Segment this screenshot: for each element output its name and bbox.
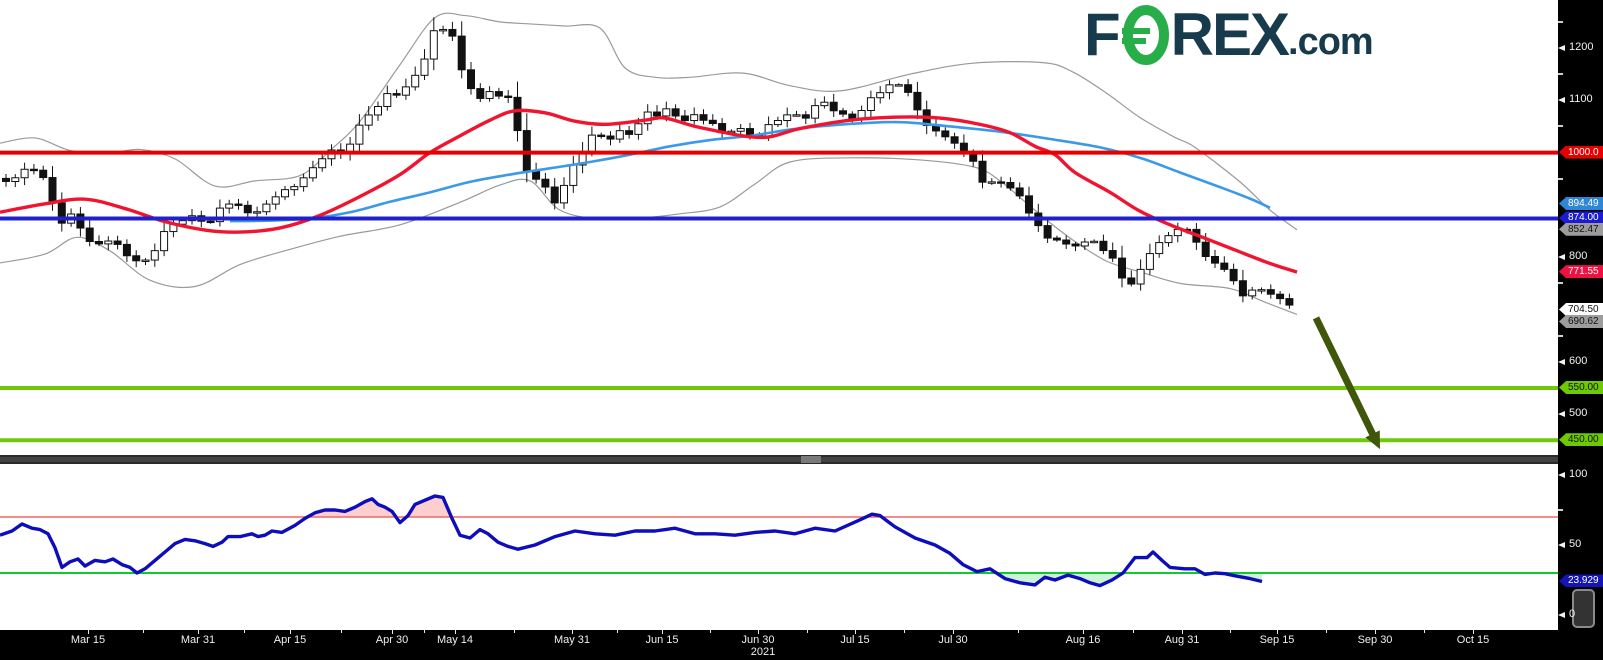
candles	[2, 17, 1294, 309]
forex-com-logo: F REX .com	[1084, 1, 1374, 68]
time-label-aug-16: Aug 16	[1065, 634, 1101, 646]
rsi-label-100-tick	[1558, 472, 1565, 478]
time-tick	[662, 630, 663, 634]
price-badge-874.00: 874.00	[1559, 211, 1603, 225]
year-label: 2021	[750, 646, 776, 658]
price-label-1200-tick	[1558, 45, 1565, 51]
time-minor-tick	[143, 630, 144, 633]
logo-dotcom: .com	[1288, 21, 1374, 63]
price-label-1300: 1300	[1569, 0, 1593, 1]
price-badge-690.62: 690.62	[1559, 315, 1603, 328]
time-label-mar-15: Mar 15	[70, 634, 106, 646]
rsi-label-100: 100	[1569, 468, 1588, 480]
price-label-600-tick	[1558, 358, 1565, 365]
minor-tick	[1558, 334, 1563, 337]
time-minor-tick	[617, 630, 618, 633]
rsi-overbought-fill	[0, 496, 1262, 517]
price-label-600: 600	[1569, 354, 1588, 367]
candlestick-chart-canvas[interactable]	[0, 0, 1558, 660]
down-trend-arrowhead	[1365, 430, 1380, 450]
price-label-1200: 1200	[1569, 41, 1594, 53]
rsi-line	[0, 494, 1263, 588]
time-tick	[1182, 630, 1183, 634]
minor-tick	[1558, 20, 1563, 23]
time-label-jul-30: Jul 30	[938, 634, 968, 646]
time-tick	[953, 630, 954, 634]
price-label-1100-tick	[1558, 97, 1565, 104]
price-badge-894.49: 894.49	[1559, 197, 1603, 210]
minor-tick	[1558, 177, 1563, 180]
rsi-label-0-tick	[1558, 612, 1565, 618]
time-minor-tick	[806, 630, 808, 633]
time-label-jul-15: Jul 15	[840, 634, 870, 646]
time-label-aug-31: Aug 31	[1164, 634, 1200, 646]
time-tick	[88, 630, 89, 634]
time-minor-tick	[423, 630, 425, 633]
price-label-800-tick	[1558, 254, 1565, 261]
rsi-label-50: 50	[1569, 538, 1582, 550]
bollinger-upper-band	[0, 12, 1298, 231]
time-label-sep-15: Sep 15	[1259, 634, 1295, 646]
red-moving-average	[0, 108, 1298, 274]
time-tick	[1375, 630, 1376, 634]
minor-tick	[1558, 73, 1563, 76]
price-label-500-tick	[1558, 411, 1565, 418]
time-label-oct-15: Oct 15	[1456, 634, 1490, 646]
minor-tick	[1558, 282, 1563, 285]
time-tick	[455, 630, 456, 634]
time-axis[interactable]: Mar 15 Mar 31 Apr 15 Apr 30 May 14 May 31 Jun …	[0, 630, 1603, 660]
price-label-1100: 1100	[1569, 93, 1593, 106]
time-minor-tick	[710, 630, 711, 633]
time-tick	[758, 630, 759, 634]
time-tick	[572, 630, 573, 634]
minor-tick	[1558, 125, 1563, 128]
axis-resize-handle[interactable]	[1572, 589, 1595, 628]
time-label-apr-15: Apr 15	[273, 634, 307, 646]
time-tick	[1083, 630, 1084, 634]
time-minor-tick	[1424, 630, 1425, 633]
price-badge-852.47: 852.47	[1559, 222, 1603, 236]
time-minor-tick	[513, 630, 515, 633]
time-tick	[1277, 630, 1278, 634]
time-minor-tick	[1326, 630, 1327, 633]
time-tick	[392, 630, 393, 634]
price-axis[interactable]: 1300120011008006005001005001000.0894.498…	[1558, 0, 1603, 660]
minor-tick	[1558, 509, 1563, 511]
time-label-jun-15: Jun 15	[645, 634, 679, 646]
time-tick	[198, 630, 199, 634]
rsi-label-50-tick	[1558, 542, 1565, 548]
time-label-sep-30: Sep 30	[1357, 634, 1393, 646]
time-minor-tick	[1132, 630, 1134, 633]
time-label-mar-31: Mar 31	[180, 634, 216, 646]
time-tick	[290, 630, 291, 634]
euro-o-icon	[1121, 5, 1169, 65]
divider-grip[interactable]	[801, 456, 821, 463]
price-label-500: 500	[1569, 407, 1588, 420]
logo-letter-f: F	[1084, 1, 1121, 68]
price-badge-23.929: 23.929	[1559, 574, 1603, 588]
price-label-800: 800	[1569, 250, 1588, 263]
time-minor-tick	[341, 630, 342, 633]
price-badge-550.00: 550.00	[1559, 380, 1603, 394]
price-badge-450.00: 450.00	[1559, 433, 1603, 447]
time-label-may-31: May 31	[553, 634, 591, 646]
time-minor-tick	[1229, 630, 1231, 633]
time-label-apr-30: Apr 30	[375, 634, 409, 646]
down-trend-arrow[interactable]	[1312, 316, 1378, 440]
price-badge-771.55: 771.55	[1559, 265, 1603, 279]
time-minor-tick	[1018, 630, 1019, 633]
time-label-may-14: May 14	[436, 634, 474, 646]
bollinger-lower-band	[0, 157, 1298, 315]
time-minor-tick	[244, 630, 245, 633]
price-badge-704.50: 704.50	[1559, 303, 1603, 316]
rsi-label-0: 0	[1569, 608, 1576, 620]
time-minor-tick	[904, 630, 905, 633]
time-tick	[855, 630, 856, 634]
price-badge-1000.0: 1000.0	[1559, 145, 1603, 159]
logo-letters-rex: REX	[1170, 1, 1290, 68]
time-tick	[1473, 630, 1474, 634]
time-label-jun-30: Jun 30	[741, 634, 775, 646]
